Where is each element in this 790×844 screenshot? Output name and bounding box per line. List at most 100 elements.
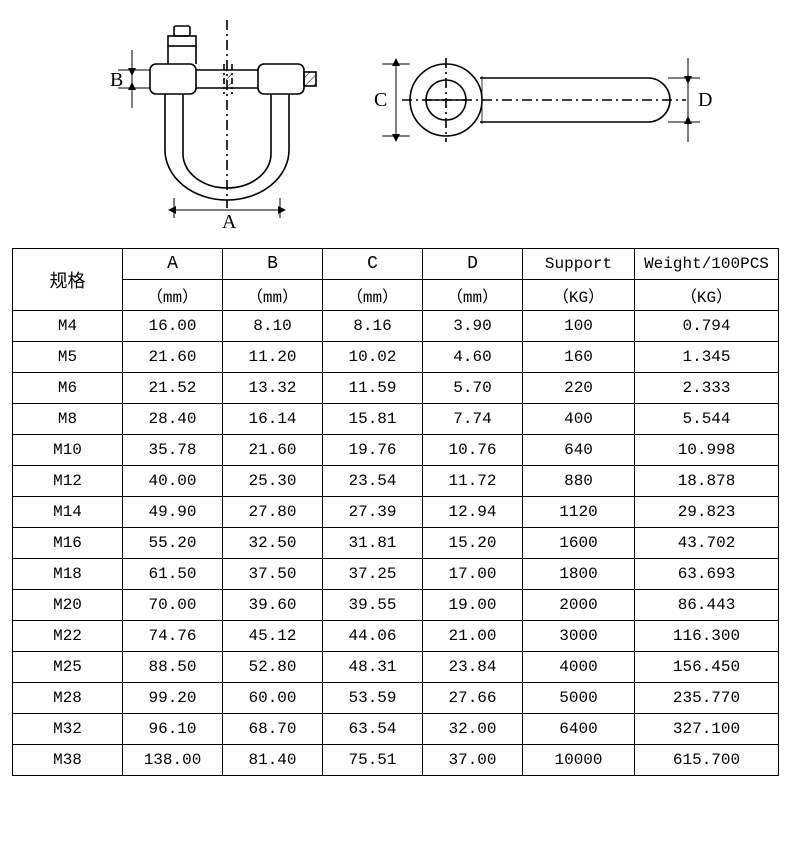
cell-a: 88.50 bbox=[123, 652, 223, 683]
cell-spec: M14 bbox=[13, 497, 123, 528]
cell-wt: 63.693 bbox=[635, 559, 779, 590]
cell-c: 48.31 bbox=[323, 652, 423, 683]
cell-d: 5.70 bbox=[423, 373, 523, 404]
cell-sup: 880 bbox=[523, 466, 635, 497]
cell-b: 16.14 bbox=[223, 404, 323, 435]
cell-d: 11.72 bbox=[423, 466, 523, 497]
cell-sup: 10000 bbox=[523, 745, 635, 776]
table-row: M2899.2060.0053.5927.665000235.770 bbox=[13, 683, 779, 714]
cell-sup: 3000 bbox=[523, 621, 635, 652]
table-row: M1035.7821.6019.7610.7664010.998 bbox=[13, 435, 779, 466]
header-support: Support bbox=[523, 249, 635, 280]
cell-wt: 10.998 bbox=[635, 435, 779, 466]
cell-wt: 235.770 bbox=[635, 683, 779, 714]
cell-a: 49.90 bbox=[123, 497, 223, 528]
cell-wt: 156.450 bbox=[635, 652, 779, 683]
shackle-diagram-svg: A B bbox=[0, 0, 790, 240]
cell-spec: M16 bbox=[13, 528, 123, 559]
cell-wt: 86.443 bbox=[635, 590, 779, 621]
cell-wt: 1.345 bbox=[635, 342, 779, 373]
cell-sup: 5000 bbox=[523, 683, 635, 714]
cell-a: 28.40 bbox=[123, 404, 223, 435]
cell-d: 10.76 bbox=[423, 435, 523, 466]
table-row: M1861.5037.5037.2517.00180063.693 bbox=[13, 559, 779, 590]
cell-sup: 4000 bbox=[523, 652, 635, 683]
unit-d: （mm） bbox=[423, 280, 523, 311]
cell-a: 21.60 bbox=[123, 342, 223, 373]
cell-c: 11.59 bbox=[323, 373, 423, 404]
cell-b: 25.30 bbox=[223, 466, 323, 497]
table-row: M2588.5052.8048.3123.844000156.450 bbox=[13, 652, 779, 683]
cell-b: 52.80 bbox=[223, 652, 323, 683]
cell-a: 61.50 bbox=[123, 559, 223, 590]
cell-spec: M20 bbox=[13, 590, 123, 621]
cell-a: 96.10 bbox=[123, 714, 223, 745]
cell-b: 13.32 bbox=[223, 373, 323, 404]
cell-b: 37.50 bbox=[223, 559, 323, 590]
cell-spec: M32 bbox=[13, 714, 123, 745]
cell-d: 37.00 bbox=[423, 745, 523, 776]
cell-sup: 1600 bbox=[523, 528, 635, 559]
cell-c: 44.06 bbox=[323, 621, 423, 652]
cell-d: 23.84 bbox=[423, 652, 523, 683]
cell-d: 7.74 bbox=[423, 404, 523, 435]
cell-d: 32.00 bbox=[423, 714, 523, 745]
table-row: M38138.0081.4075.5137.0010000615.700 bbox=[13, 745, 779, 776]
cell-sup: 1120 bbox=[523, 497, 635, 528]
dim-label-d: D bbox=[698, 89, 712, 111]
unit-sup: （KG） bbox=[523, 280, 635, 311]
cell-d: 17.00 bbox=[423, 559, 523, 590]
cell-sup: 160 bbox=[523, 342, 635, 373]
cell-sup: 6400 bbox=[523, 714, 635, 745]
cell-b: 60.00 bbox=[223, 683, 323, 714]
cell-sup: 640 bbox=[523, 435, 635, 466]
cell-spec: M22 bbox=[13, 621, 123, 652]
table-row: M1240.0025.3023.5411.7288018.878 bbox=[13, 466, 779, 497]
cell-sup: 100 bbox=[523, 311, 635, 342]
cell-b: 32.50 bbox=[223, 528, 323, 559]
cell-wt: 18.878 bbox=[635, 466, 779, 497]
spec-table: 规格 A B C D Support Weight/100PCS （mm） （m… bbox=[12, 248, 779, 776]
table-row: M521.6011.2010.024.601601.345 bbox=[13, 342, 779, 373]
cell-a: 40.00 bbox=[123, 466, 223, 497]
table-row: M1449.9027.8027.3912.94112029.823 bbox=[13, 497, 779, 528]
table-row: M3296.1068.7063.5432.006400327.100 bbox=[13, 714, 779, 745]
table-row: M828.4016.1415.817.744005.544 bbox=[13, 404, 779, 435]
header-b: B bbox=[223, 249, 323, 280]
cell-sup: 400 bbox=[523, 404, 635, 435]
cell-wt: 116.300 bbox=[635, 621, 779, 652]
dim-label-b: B bbox=[110, 69, 123, 91]
cell-spec: M38 bbox=[13, 745, 123, 776]
cell-a: 70.00 bbox=[123, 590, 223, 621]
cell-a: 35.78 bbox=[123, 435, 223, 466]
cell-spec: M4 bbox=[13, 311, 123, 342]
cell-c: 37.25 bbox=[323, 559, 423, 590]
cell-b: 21.60 bbox=[223, 435, 323, 466]
cell-c: 31.81 bbox=[323, 528, 423, 559]
cell-c: 27.39 bbox=[323, 497, 423, 528]
cell-b: 27.80 bbox=[223, 497, 323, 528]
table-body: M416.008.108.163.901000.794M521.6011.201… bbox=[13, 311, 779, 776]
cell-d: 12.94 bbox=[423, 497, 523, 528]
cell-wt: 2.333 bbox=[635, 373, 779, 404]
cell-spec: M12 bbox=[13, 466, 123, 497]
cell-spec: M5 bbox=[13, 342, 123, 373]
technical-drawing: A B bbox=[0, 0, 790, 240]
cell-spec: M18 bbox=[13, 559, 123, 590]
cell-d: 3.90 bbox=[423, 311, 523, 342]
cell-a: 138.00 bbox=[123, 745, 223, 776]
cell-b: 39.60 bbox=[223, 590, 323, 621]
cell-d: 21.00 bbox=[423, 621, 523, 652]
cell-wt: 5.544 bbox=[635, 404, 779, 435]
dim-label-a: A bbox=[222, 211, 237, 233]
cell-c: 39.55 bbox=[323, 590, 423, 621]
table-row: M2070.0039.6039.5519.00200086.443 bbox=[13, 590, 779, 621]
cell-d: 4.60 bbox=[423, 342, 523, 373]
cell-spec: M8 bbox=[13, 404, 123, 435]
cell-c: 53.59 bbox=[323, 683, 423, 714]
cell-c: 63.54 bbox=[323, 714, 423, 745]
cell-c: 19.76 bbox=[323, 435, 423, 466]
header-d: D bbox=[423, 249, 523, 280]
cell-a: 16.00 bbox=[123, 311, 223, 342]
cell-b: 68.70 bbox=[223, 714, 323, 745]
